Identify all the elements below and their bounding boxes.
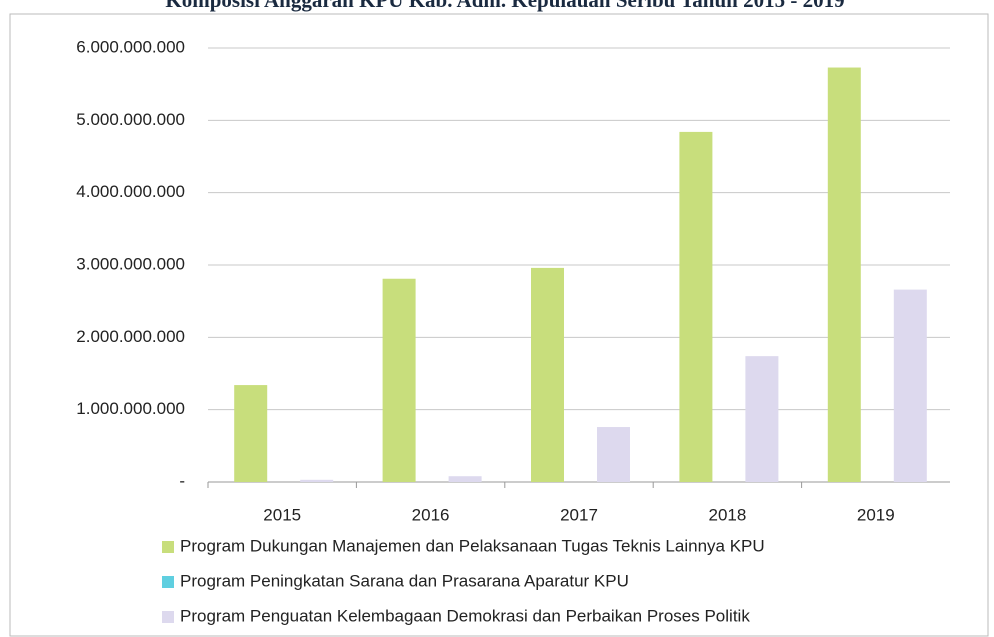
- y-tick-label: 4.000.000.000: [76, 182, 185, 201]
- y-tick-label: 6.000.000.000: [76, 37, 185, 56]
- chart-border: [9, 13, 989, 637]
- bar: [893, 289, 927, 482]
- legend-label: Program Dukungan Manajemen dan Pelaksana…: [180, 536, 765, 555]
- bar: [827, 67, 861, 482]
- bar: [679, 131, 713, 482]
- bar: [382, 278, 416, 482]
- y-tick-label: 3.000.000.000: [76, 254, 185, 273]
- bar: [745, 356, 779, 482]
- legend-swatch: [162, 611, 174, 623]
- x-tick-label: 2019: [857, 505, 895, 524]
- y-tick-label: -: [179, 471, 185, 490]
- y-tick-label: 5.000.000.000: [76, 110, 185, 129]
- x-tick-label: 2017: [560, 505, 598, 524]
- y-tick-label: 2.000.000.000: [76, 327, 185, 346]
- x-tick-label: 2015: [263, 505, 301, 524]
- bar: [597, 427, 630, 482]
- y-tick-label: 1.000.000.000: [76, 399, 185, 418]
- x-tick-label: 2016: [412, 505, 450, 524]
- chart-title: Komposisi Anggaran KPU Kab. Adm. Kepulau…: [165, 0, 844, 12]
- legend-swatch: [162, 576, 174, 588]
- bar: [448, 476, 482, 482]
- bar: [300, 479, 334, 482]
- legend-label: Program Peningkatan Sarana dan Prasarana…: [180, 571, 629, 590]
- x-tick-label: 2018: [708, 505, 746, 524]
- bar: [531, 267, 564, 482]
- legend-swatch: [162, 541, 174, 553]
- bar: [234, 385, 268, 482]
- legend-label: Program Penguatan Kelembagaan Demokrasi …: [180, 606, 750, 625]
